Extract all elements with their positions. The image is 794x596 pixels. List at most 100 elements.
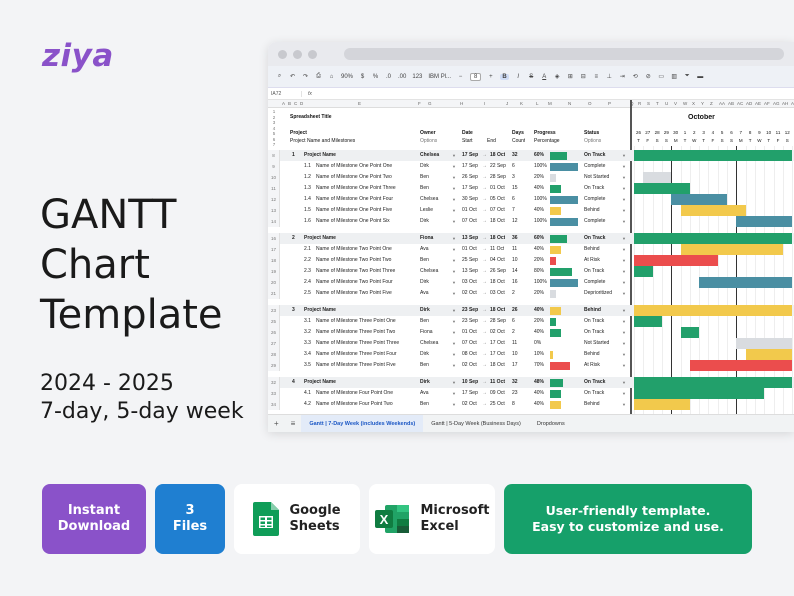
- column-letter[interactable]: C: [294, 101, 298, 106]
- functions-icon[interactable]: ▬: [697, 73, 704, 80]
- status-dropdown-icon[interactable]: ▼: [622, 219, 626, 224]
- align-icon[interactable]: ≡: [594, 73, 598, 80]
- owner-cell[interactable]: Dirk: [420, 351, 429, 357]
- status-cell[interactable]: On Track: [584, 235, 606, 241]
- status-dropdown-icon[interactable]: ▼: [622, 330, 626, 335]
- end-date[interactable]: 11 Oct: [490, 246, 505, 252]
- status-cell[interactable]: Complete: [584, 163, 606, 169]
- format-button[interactable]: 123: [412, 73, 423, 80]
- column-letter[interactable]: W: [683, 101, 688, 106]
- column-letter[interactable]: U: [665, 101, 669, 106]
- owner-dropdown-icon[interactable]: ▼: [452, 247, 456, 252]
- start-date[interactable]: 02 Oct: [462, 290, 477, 296]
- owner-dropdown-icon[interactable]: ▼: [452, 308, 456, 313]
- owner-cell[interactable]: Chelsea: [420, 340, 439, 346]
- owner-dropdown-icon[interactable]: ▼: [452, 291, 456, 296]
- status-dropdown-icon[interactable]: ▼: [622, 247, 626, 252]
- status-cell[interactable]: At Risk: [584, 362, 600, 368]
- owner-cell[interactable]: Fiona: [420, 329, 433, 335]
- status-dropdown-icon[interactable]: ▼: [622, 341, 626, 346]
- end-date[interactable]: 18 Oct: [490, 307, 506, 313]
- start-date[interactable]: 17 Sep: [462, 163, 478, 169]
- end-date[interactable]: 25 Oct: [490, 401, 505, 407]
- project-row[interactable]: 23 3 Project Name Dirk ▼ 23 Sep → 18 Oct 26 40% Be…: [268, 305, 794, 316]
- status-dropdown-icon[interactable]: ▼: [622, 391, 626, 396]
- end-date[interactable]: 26 Sep: [490, 268, 506, 274]
- column-letter[interactable]: S: [647, 101, 651, 106]
- owner-cell[interactable]: Ben: [420, 318, 429, 324]
- column-letter[interactable]: N: [568, 101, 572, 106]
- end-date[interactable]: 05 Oct: [490, 196, 505, 202]
- column-letter[interactable]: AB: [728, 101, 735, 106]
- milestone-row[interactable]: 20 2.4 Name of Milestone Two Point Four Dir…: [268, 277, 794, 288]
- start-date[interactable]: 13 Sep: [462, 268, 478, 274]
- project-row[interactable]: 32 4 Project Name Dirk ▼ 10 Sep → 11 Oct 32 48% On…: [268, 377, 794, 388]
- status-dropdown-icon[interactable]: ▼: [622, 208, 626, 213]
- status-cell[interactable]: On Track: [584, 318, 605, 324]
- milestone-row[interactable]: 13 1.5 Name of Milestone One Point Five Les…: [268, 205, 794, 216]
- column-letter[interactable]: I: [484, 101, 486, 106]
- column-letter[interactable]: Z: [710, 101, 713, 106]
- start-date[interactable]: 02 Oct: [462, 401, 477, 407]
- milestone-row[interactable]: 14 1.6 Name of Milestone One Point Six Dirk…: [268, 216, 794, 227]
- column-letter[interactable]: Y: [701, 101, 705, 106]
- column-letter[interactable]: AF: [764, 101, 770, 106]
- owner-cell[interactable]: Ben: [420, 174, 429, 180]
- comment-icon[interactable]: ▭: [658, 74, 665, 80]
- filter-icon[interactable]: ⏷: [684, 73, 690, 79]
- column-letter[interactable]: V: [674, 101, 678, 106]
- status-cell[interactable]: Behind: [584, 351, 600, 357]
- column-letter[interactable]: P: [608, 101, 612, 106]
- status-cell[interactable]: Complete: [584, 218, 606, 224]
- owner-cell[interactable]: Ava: [420, 390, 429, 396]
- owner-dropdown-icon[interactable]: ▼: [452, 402, 456, 407]
- milestone-row[interactable]: 11 1.3 Name of Milestone One Point Three Be…: [268, 183, 794, 194]
- end-date[interactable]: 28 Sep: [490, 318, 506, 324]
- end-date[interactable]: 11 Oct: [490, 379, 506, 385]
- status-dropdown-icon[interactable]: ▼: [622, 186, 626, 191]
- currency-icon[interactable]: $: [360, 73, 365, 80]
- milestone-row[interactable]: 9 1.1 Name of Milestone One Point One Dirk ▼…: [268, 161, 794, 172]
- status-dropdown-icon[interactable]: ▼: [622, 175, 626, 180]
- url-bar[interactable]: [344, 48, 784, 60]
- status-cell[interactable]: At Risk: [584, 257, 600, 263]
- end-date[interactable]: 02 Oct: [490, 329, 505, 335]
- project-row[interactable]: 8 1 Project Name Chelsea ▼ 17 Sep → 18 Oct 32 60%…: [268, 150, 794, 161]
- owner-dropdown-icon[interactable]: ▼: [452, 380, 456, 385]
- valign-icon[interactable]: ⊥: [606, 74, 612, 80]
- rotate-icon[interactable]: ⟲: [632, 74, 638, 80]
- milestone-row[interactable]: 12 1.4 Name of Milestone One Point Four Che…: [268, 194, 794, 205]
- status-cell[interactable]: On Track: [584, 379, 606, 385]
- status-dropdown-icon[interactable]: ▼: [622, 280, 626, 285]
- owner-dropdown-icon[interactable]: ▼: [452, 269, 456, 274]
- status-cell[interactable]: On Track: [584, 329, 605, 335]
- start-date[interactable]: 30 Sep: [462, 196, 478, 202]
- owner-dropdown-icon[interactable]: ▼: [452, 391, 456, 396]
- window-dot[interactable]: [278, 50, 287, 59]
- window-dot[interactable]: [308, 50, 317, 59]
- status-cell[interactable]: Complete: [584, 196, 606, 202]
- status-cell[interactable]: Behind: [584, 307, 601, 313]
- decrease-decimal-button[interactable]: .0: [386, 73, 392, 80]
- owner-dropdown-icon[interactable]: ▼: [452, 186, 456, 191]
- status-cell[interactable]: On Track: [584, 152, 606, 158]
- strikethrough-button[interactable]: S: [529, 73, 534, 80]
- owner-cell[interactable]: Ben: [420, 257, 429, 263]
- column-letter[interactable]: L: [536, 101, 539, 106]
- status-cell[interactable]: On Track: [584, 390, 605, 396]
- status-dropdown-icon[interactable]: ▼: [622, 319, 626, 324]
- project-row[interactable]: 16 2 Project Name Fiona ▼ 13 Sep → 18 Oct 36 60% O…: [268, 233, 794, 244]
- owner-dropdown-icon[interactable]: ▼: [452, 330, 456, 335]
- owner-dropdown-icon[interactable]: ▼: [452, 236, 456, 241]
- end-date[interactable]: 18 Oct: [490, 279, 505, 285]
- end-date[interactable]: 07 Oct: [490, 207, 505, 213]
- font-select[interactable]: IBM Pl...: [428, 73, 452, 80]
- status-dropdown-icon[interactable]: ▼: [622, 308, 626, 313]
- status-dropdown-icon[interactable]: ▼: [622, 153, 626, 158]
- status-cell[interactable]: Not Started: [584, 340, 610, 346]
- owner-dropdown-icon[interactable]: ▼: [452, 352, 456, 357]
- milestone-row[interactable]: 25 3.1 Name of Milestone Three Point One Be…: [268, 316, 794, 327]
- milestone-row[interactable]: 28 3.4 Name of Milestone Three Point Four D…: [268, 349, 794, 360]
- owner-dropdown-icon[interactable]: ▼: [452, 153, 456, 158]
- status-dropdown-icon[interactable]: ▼: [622, 363, 626, 368]
